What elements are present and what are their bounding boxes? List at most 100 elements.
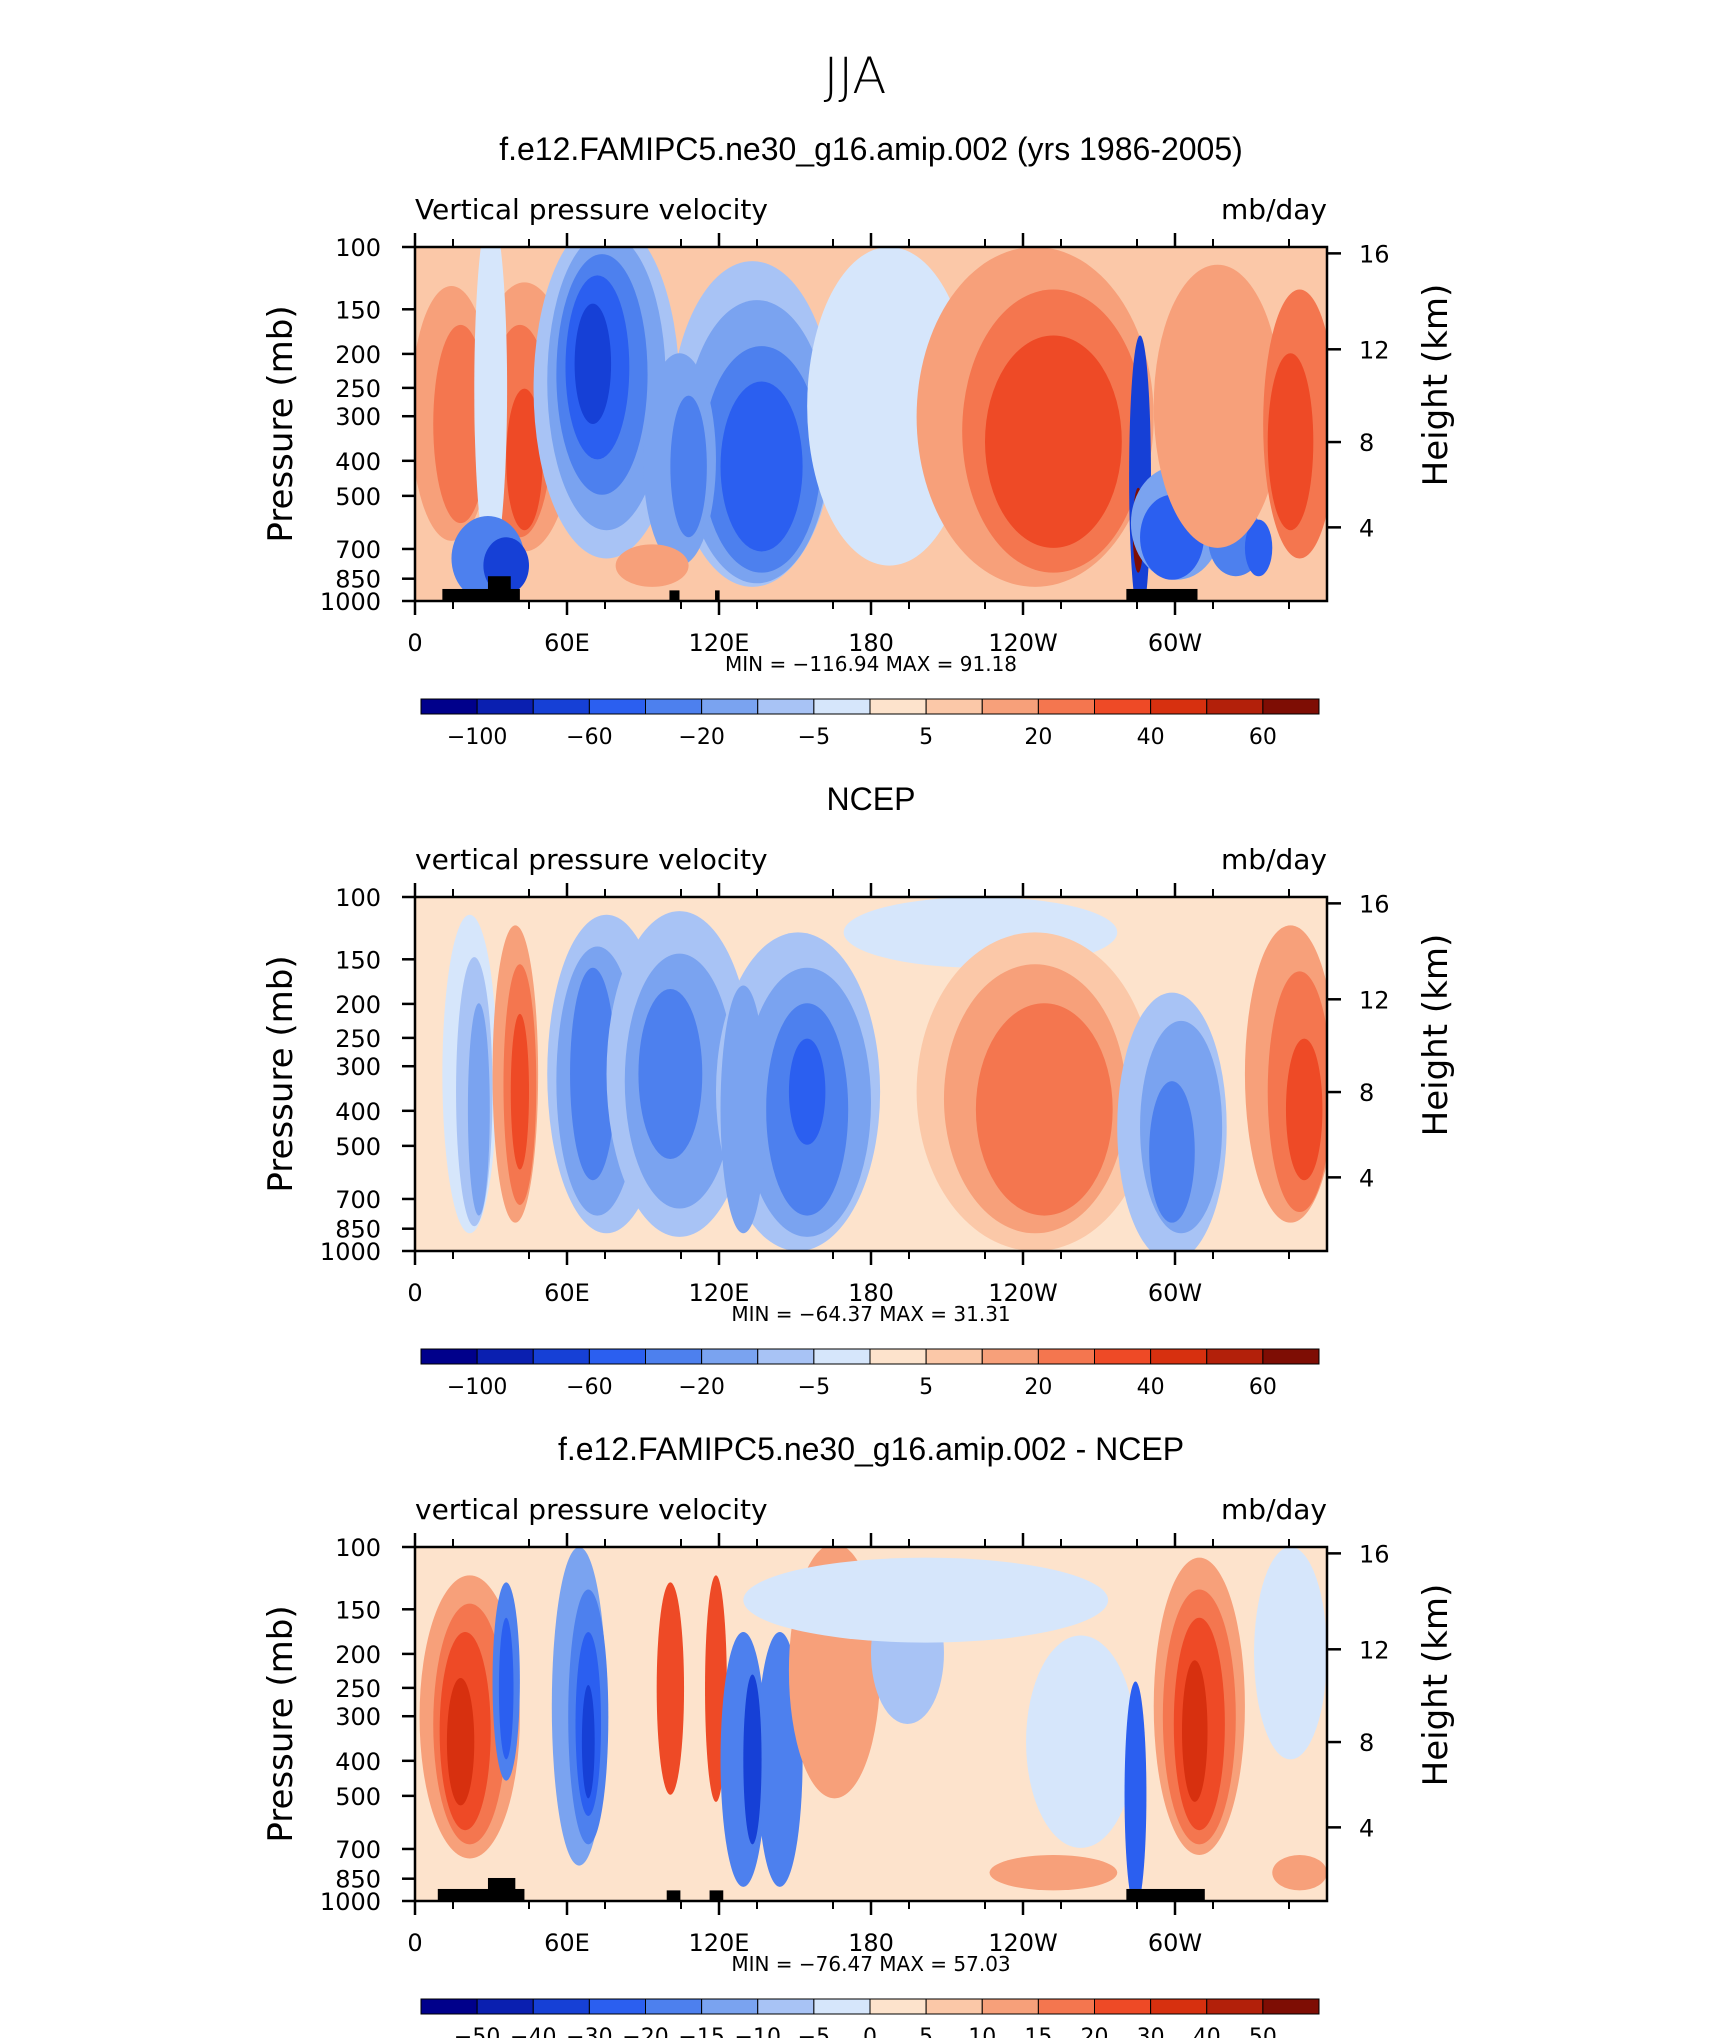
colorbar-label: 40	[1137, 725, 1165, 750]
colorbar-label: −20	[678, 1375, 724, 1400]
contour-region	[975, 1003, 1113, 1216]
contour-region	[743, 1674, 762, 1845]
panel-right-string: mb/day	[1221, 193, 1327, 226]
y-right-tick-label: 16	[1359, 240, 1390, 268]
colorbar-box	[588, 698, 646, 715]
y-tick-label: 500	[335, 1783, 381, 1811]
topography-mask	[666, 1890, 681, 1901]
y-right-axis-label: Height (km)	[1416, 284, 1456, 487]
contour-region	[467, 1003, 490, 1216]
contour-region	[1254, 1547, 1327, 1760]
contour-region	[1244, 519, 1273, 577]
colorbar-box	[476, 1998, 534, 2015]
colorbar-box	[981, 698, 1039, 715]
x-tick-label: 60E	[544, 1929, 590, 1957]
colorbar-label: 0	[863, 2025, 877, 2038]
y-tick-label: 700	[335, 536, 381, 564]
topography-mask	[487, 1877, 516, 1901]
y-axis-label: Pressure (mb)	[261, 955, 301, 1192]
colorbar-box	[1037, 1998, 1095, 2015]
colorbar-label: 50	[1249, 2025, 1277, 2038]
x-tick-label: 120E	[689, 1279, 750, 1307]
y-right-tick-label: 16	[1359, 1540, 1390, 1568]
colorbar-box	[701, 698, 759, 715]
contour-field	[415, 1547, 1327, 1901]
colorbar-box	[1094, 698, 1152, 715]
y-right-tick-label: 16	[1359, 890, 1390, 918]
contour-region	[788, 1038, 826, 1145]
colorbar-label: −20	[622, 2025, 668, 2038]
contour-region	[570, 967, 616, 1181]
colorbar-box	[1094, 1998, 1152, 2015]
colorbar-box	[1150, 698, 1208, 715]
contour-region	[1285, 1038, 1323, 1181]
y-right-tick-label: 8	[1359, 1079, 1374, 1107]
y-axis-label: Pressure (mb)	[261, 1605, 301, 1842]
colorbar-box	[532, 1998, 590, 2015]
colorbar-label: −50	[454, 2025, 500, 2038]
y-tick-label: 150	[335, 296, 381, 324]
colorbar-box	[645, 698, 703, 715]
colorbar-box	[588, 1348, 646, 1365]
y-tick-label: 1000	[320, 588, 381, 616]
panel-left-string: vertical pressure velocity	[415, 843, 768, 876]
colorbar-label: 40	[1137, 1375, 1165, 1400]
colorbar-box	[645, 1998, 703, 2015]
contour-region	[1181, 1660, 1208, 1802]
contour-region	[1026, 1635, 1136, 1848]
colorbar-label: −100	[447, 725, 507, 750]
colorbar-box	[701, 1348, 759, 1365]
colorbar-box	[813, 1998, 871, 2015]
colorbar-box	[813, 698, 871, 715]
colorbar-label: −5	[798, 2025, 830, 2038]
colorbar: −50 −40 −30 −20 −15 −10 −5 0 5 10 15 20 30 40 50	[420, 1998, 1320, 2038]
colorbar-box	[532, 1348, 590, 1365]
colorbar-box	[701, 1998, 759, 2015]
colorbar-box	[476, 1348, 534, 1365]
y-right-tick-label: 4	[1359, 1814, 1374, 1842]
colorbar-box	[532, 698, 590, 715]
contour-region	[581, 1685, 595, 1799]
colorbar-label: 20	[1081, 2025, 1109, 2038]
colorbar-label: 15	[1024, 2025, 1052, 2038]
colorbar-box	[869, 1348, 927, 1365]
contour-field	[415, 247, 1327, 601]
colorbar-box	[869, 1998, 927, 2015]
y-tick-label: 850	[335, 566, 381, 594]
colorbar-box	[981, 1348, 1039, 1365]
panel-right-string: mb/day	[1221, 843, 1327, 876]
colorbar-box	[420, 1998, 478, 2015]
y-tick-label: 100	[335, 1534, 381, 1562]
colorbar-box	[1037, 1348, 1095, 1365]
x-tick-label: 180	[848, 629, 894, 657]
contour-region	[1149, 1081, 1195, 1223]
y-tick-label: 200	[335, 341, 381, 369]
x-tick-label: 120W	[988, 1929, 1058, 1957]
y-tick-label: 1000	[320, 1888, 381, 1916]
y-tick-label: 850	[335, 1866, 381, 1894]
contour-region	[1124, 1681, 1147, 1901]
y-tick-label: 250	[335, 1025, 381, 1053]
panel-title: f.e12.FAMIPC5.ne30_g16.amip.002 - NCEP	[558, 1431, 1184, 1467]
colorbar-box	[1262, 698, 1320, 715]
y-right-tick-label: 8	[1359, 1729, 1374, 1757]
contour-region	[1272, 1854, 1327, 1891]
panel-left-string: vertical pressure velocity	[415, 1493, 768, 1526]
contour-region	[743, 1557, 1109, 1643]
y-tick-label: 100	[335, 234, 381, 262]
contour-region	[506, 388, 543, 531]
y-right-tick-label: 8	[1359, 429, 1374, 457]
page-title: JJA	[824, 47, 887, 105]
x-tick-label: 60W	[1148, 629, 1202, 657]
min-max-label: MIN = −116.94 MAX = 91.18	[725, 652, 1017, 676]
colorbar-label: 10	[968, 2025, 996, 2038]
colorbar-label: −5	[798, 725, 830, 750]
x-tick-label: 0	[407, 1279, 422, 1307]
colorbar-box	[1262, 1998, 1320, 2015]
colorbar-box	[757, 1998, 815, 2015]
contour-field	[415, 897, 1327, 1251]
colorbar-box	[813, 1348, 871, 1365]
x-tick-label: 60E	[544, 629, 590, 657]
colorbar-box	[588, 1998, 646, 2015]
